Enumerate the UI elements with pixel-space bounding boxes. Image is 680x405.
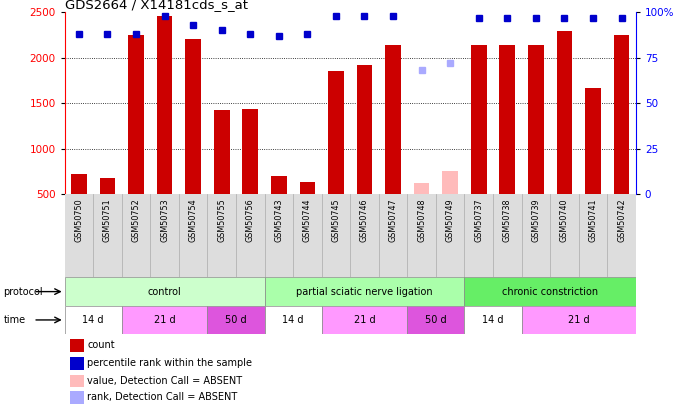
Text: 14 d: 14 d bbox=[82, 315, 104, 325]
Bar bbox=[585, 88, 601, 194]
Bar bbox=[70, 375, 84, 387]
Text: GSM50746: GSM50746 bbox=[360, 198, 369, 242]
Text: GSM50751: GSM50751 bbox=[103, 198, 112, 242]
Bar bbox=[464, 306, 522, 334]
Text: control: control bbox=[148, 287, 182, 296]
Text: count: count bbox=[88, 341, 115, 350]
Text: GSM50741: GSM50741 bbox=[588, 198, 598, 242]
Bar bbox=[185, 40, 201, 194]
Text: GSM50756: GSM50756 bbox=[245, 198, 255, 242]
Text: GSM50745: GSM50745 bbox=[331, 198, 341, 242]
Bar bbox=[71, 175, 87, 194]
Text: GSM50747: GSM50747 bbox=[388, 198, 398, 242]
Bar bbox=[70, 391, 84, 403]
Text: 21 d: 21 d bbox=[568, 315, 590, 325]
Bar bbox=[528, 45, 544, 194]
Bar bbox=[242, 109, 258, 194]
Bar bbox=[271, 176, 287, 194]
Bar bbox=[65, 306, 122, 334]
Text: partial sciatic nerve ligation: partial sciatic nerve ligation bbox=[296, 287, 432, 296]
Text: GSM50748: GSM50748 bbox=[417, 198, 426, 242]
Bar bbox=[156, 16, 173, 194]
Text: GSM50752: GSM50752 bbox=[131, 198, 141, 242]
Bar bbox=[122, 306, 207, 334]
Bar bbox=[464, 277, 636, 306]
Bar bbox=[322, 306, 407, 334]
Bar bbox=[207, 306, 265, 334]
Text: GSM50750: GSM50750 bbox=[74, 198, 84, 242]
Bar bbox=[299, 181, 316, 194]
Bar bbox=[328, 71, 344, 194]
Bar bbox=[128, 35, 144, 194]
Bar bbox=[356, 65, 373, 194]
Text: value, Detection Call = ABSENT: value, Detection Call = ABSENT bbox=[88, 376, 243, 386]
Text: GSM50744: GSM50744 bbox=[303, 198, 312, 242]
Text: 50 d: 50 d bbox=[225, 315, 247, 325]
Text: GSM50738: GSM50738 bbox=[503, 198, 512, 242]
Text: GSM50739: GSM50739 bbox=[531, 198, 541, 242]
Text: 21 d: 21 d bbox=[354, 315, 375, 325]
Text: rank, Detection Call = ABSENT: rank, Detection Call = ABSENT bbox=[88, 392, 238, 402]
Text: GSM50753: GSM50753 bbox=[160, 198, 169, 242]
Text: GSM50743: GSM50743 bbox=[274, 198, 284, 242]
Bar bbox=[265, 306, 322, 334]
Text: GSM50742: GSM50742 bbox=[617, 198, 626, 242]
Text: chronic constriction: chronic constriction bbox=[502, 287, 598, 296]
Text: 50 d: 50 d bbox=[425, 315, 447, 325]
Text: 14 d: 14 d bbox=[282, 315, 304, 325]
Bar bbox=[99, 178, 116, 194]
Text: GSM50754: GSM50754 bbox=[188, 198, 198, 242]
Text: GSM50737: GSM50737 bbox=[474, 198, 483, 242]
Text: GSM50755: GSM50755 bbox=[217, 198, 226, 242]
Bar bbox=[613, 35, 630, 194]
Text: GDS2664 / X14181cds_s_at: GDS2664 / X14181cds_s_at bbox=[65, 0, 248, 11]
Bar bbox=[70, 357, 84, 369]
Text: GSM50740: GSM50740 bbox=[560, 198, 569, 242]
Bar bbox=[265, 277, 464, 306]
Bar bbox=[471, 45, 487, 194]
Bar bbox=[65, 277, 265, 306]
Bar bbox=[442, 171, 458, 194]
Bar bbox=[70, 339, 84, 352]
Bar bbox=[385, 45, 401, 194]
Bar bbox=[556, 31, 573, 194]
Text: GSM50749: GSM50749 bbox=[445, 198, 455, 242]
Bar bbox=[522, 306, 636, 334]
Text: protocol: protocol bbox=[3, 287, 43, 296]
Bar bbox=[407, 306, 464, 334]
Text: percentile rank within the sample: percentile rank within the sample bbox=[88, 358, 252, 368]
Bar bbox=[413, 183, 430, 194]
Text: 21 d: 21 d bbox=[154, 315, 175, 325]
Text: 14 d: 14 d bbox=[482, 315, 504, 325]
Bar bbox=[214, 110, 230, 194]
Text: time: time bbox=[3, 315, 26, 325]
Bar bbox=[499, 45, 515, 194]
